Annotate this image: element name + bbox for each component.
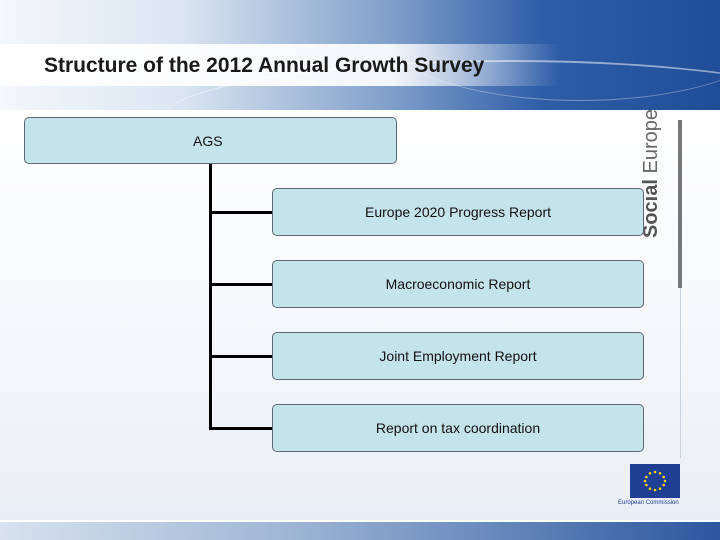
child-node: Europe 2020 Progress Report [272,188,644,236]
child-node-label: Report on tax coordination [375,420,541,436]
european-commission-label: European Commission [618,500,679,506]
child-node: Joint Employment Report [272,332,644,380]
child-node-label: Europe 2020 Progress Report [365,204,551,220]
child-node-label: Joint Employment Report [379,348,537,364]
europe-label: Europe [640,109,662,174]
connector-trunk [209,164,212,430]
root-node-label: AGS [193,132,223,149]
connector-branch [209,355,272,358]
child-node-label: Macroeconomic Report [385,276,531,292]
eu-stars-icon [643,470,667,492]
child-node: Report on tax coordination [272,404,644,452]
eu-flag-logo [630,464,680,498]
title-band [0,44,560,86]
side-divider-thin [680,288,681,458]
root-node-ags: AGS [24,117,397,164]
child-node: Macroeconomic Report [272,260,644,308]
connector-branch [209,427,272,430]
side-divider [678,120,682,288]
slide-title: Structure of the 2012 Annual Growth Surv… [44,54,485,77]
slide-background [0,110,720,520]
bottom-bar [0,522,720,540]
connector-branch [209,211,272,214]
connector-branch [209,283,272,286]
